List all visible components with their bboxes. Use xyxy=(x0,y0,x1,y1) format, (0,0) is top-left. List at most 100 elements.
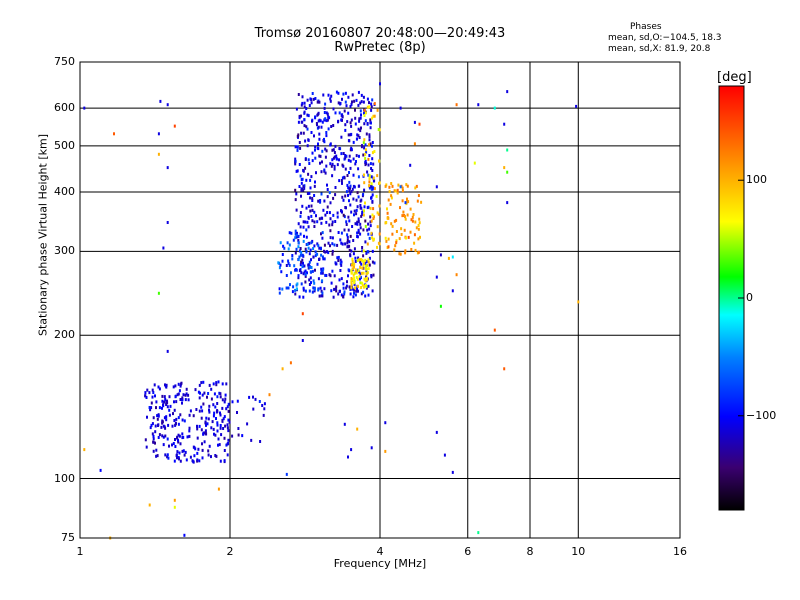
data-point xyxy=(221,418,224,422)
phases-heading: Phases xyxy=(630,22,662,32)
x-tick-label: 4 xyxy=(376,545,384,558)
data-point xyxy=(350,277,353,280)
data-point xyxy=(298,269,301,273)
data-point xyxy=(361,212,364,216)
data-point xyxy=(217,380,220,384)
data-point xyxy=(372,179,375,183)
data-point xyxy=(322,93,325,97)
data-point xyxy=(359,272,362,276)
data-point xyxy=(329,162,332,166)
data-point xyxy=(349,184,352,188)
data-point xyxy=(338,289,341,293)
data-point xyxy=(299,247,302,250)
data-point xyxy=(299,253,302,257)
data-point xyxy=(216,423,219,427)
data-point xyxy=(364,266,367,270)
data-point xyxy=(195,408,198,411)
data-point xyxy=(287,286,290,290)
data-point xyxy=(298,116,301,120)
data-point xyxy=(361,266,364,270)
colorbar-tick-label: 0 xyxy=(746,291,753,304)
data-point xyxy=(314,156,317,160)
data-point xyxy=(413,120,416,124)
data-point xyxy=(337,259,340,262)
data-point xyxy=(174,422,177,426)
data-point xyxy=(399,106,402,110)
data-point xyxy=(357,220,360,223)
data-point xyxy=(198,383,201,387)
data-point xyxy=(363,146,366,150)
data-point xyxy=(300,181,303,185)
data-point xyxy=(309,97,312,101)
data-point xyxy=(493,106,496,110)
data-point xyxy=(332,124,335,127)
data-point xyxy=(311,119,313,123)
data-point xyxy=(295,192,298,196)
data-point xyxy=(357,127,360,131)
data-point xyxy=(418,217,421,221)
data-point xyxy=(359,232,362,236)
data-point xyxy=(200,381,203,385)
data-point xyxy=(376,174,379,178)
data-point xyxy=(324,171,327,175)
data-point xyxy=(318,137,321,141)
data-point xyxy=(333,243,336,247)
data-point xyxy=(301,177,304,181)
data-point xyxy=(302,131,305,135)
data-point xyxy=(384,449,387,453)
data-point xyxy=(367,163,370,167)
data-point xyxy=(311,151,314,155)
data-point xyxy=(333,164,336,168)
data-point xyxy=(371,169,374,172)
data-point xyxy=(204,429,207,433)
data-point xyxy=(362,192,365,196)
data-point xyxy=(330,289,333,293)
data-point xyxy=(223,459,226,463)
data-point xyxy=(261,404,264,407)
data-point xyxy=(157,152,160,156)
data-point xyxy=(337,101,340,105)
data-point xyxy=(324,147,327,151)
data-point xyxy=(210,426,213,430)
data-point xyxy=(83,106,86,110)
data-point xyxy=(365,132,368,136)
data-point xyxy=(439,304,442,308)
data-point xyxy=(178,389,181,393)
data-point xyxy=(156,414,159,418)
data-point xyxy=(359,222,362,226)
data-point xyxy=(350,210,353,214)
data-point xyxy=(367,222,370,226)
data-point xyxy=(303,101,306,105)
data-point xyxy=(386,216,389,220)
data-point xyxy=(348,171,350,174)
data-point xyxy=(323,106,326,110)
data-point xyxy=(314,116,317,120)
data-point xyxy=(208,444,211,448)
data-point xyxy=(360,93,363,97)
data-point xyxy=(161,394,164,398)
data-point xyxy=(376,211,379,215)
data-point xyxy=(307,204,310,208)
data-point xyxy=(297,276,300,280)
data-point xyxy=(415,226,418,230)
data-point xyxy=(363,188,366,192)
data-point xyxy=(219,411,221,415)
data-point xyxy=(344,91,347,95)
data-point xyxy=(323,199,326,203)
data-point xyxy=(311,92,314,95)
data-point xyxy=(351,267,354,271)
data-point xyxy=(291,257,294,261)
data-point xyxy=(316,242,319,246)
data-point xyxy=(297,93,300,96)
data-point xyxy=(221,406,224,410)
data-point xyxy=(358,154,360,158)
data-point xyxy=(188,429,191,433)
data-point xyxy=(343,109,346,113)
data-point xyxy=(340,135,343,139)
phases-x-stats: mean, sd,X: 81.9, 20.8 xyxy=(608,44,711,54)
data-point xyxy=(353,99,356,103)
data-point xyxy=(311,290,314,294)
data-point xyxy=(304,158,307,161)
data-point xyxy=(364,240,367,244)
data-point xyxy=(337,292,340,296)
